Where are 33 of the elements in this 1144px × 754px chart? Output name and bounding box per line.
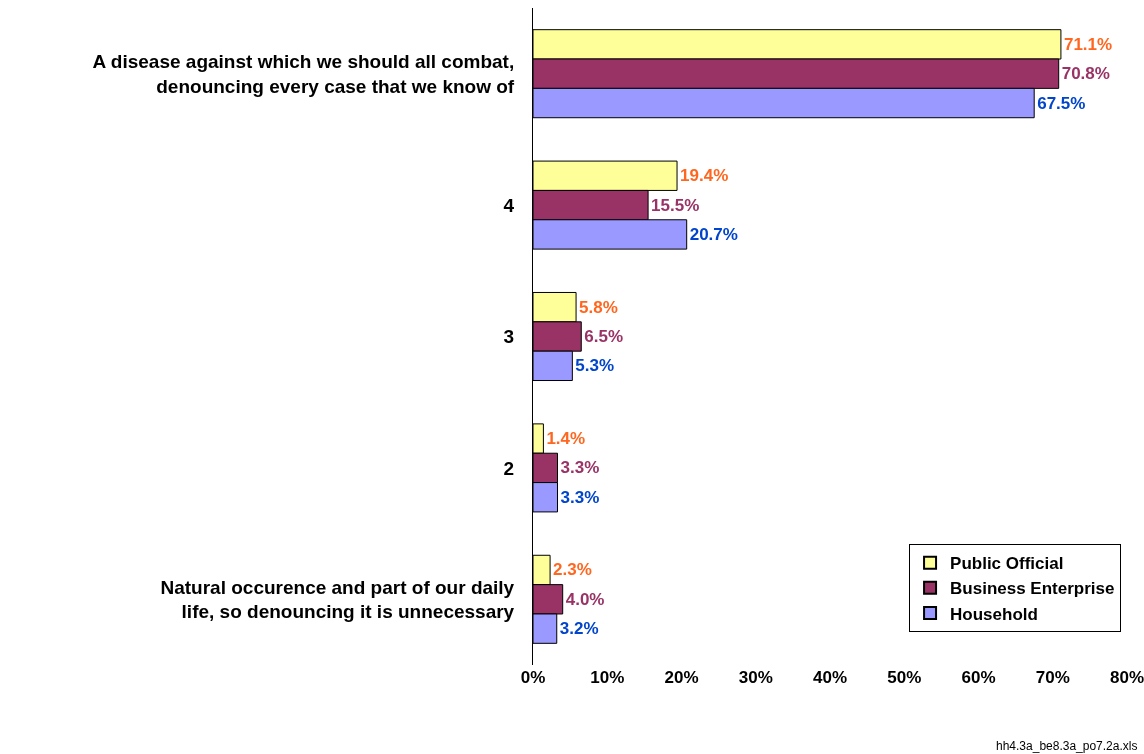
x-tick-label: 20% (664, 668, 699, 687)
data-label: 19.4% (680, 166, 729, 186)
x-tick-label: 30% (738, 668, 773, 687)
data-label: 3.2% (559, 619, 599, 639)
legend-label: Public Official (950, 554, 1064, 574)
data-label: 6.5% (584, 327, 624, 346)
x-tick-label: 50% (887, 668, 922, 687)
data-label: 67.5% (1037, 93, 1086, 113)
data-label: 3.3% (560, 458, 600, 478)
data-label: 15.5% (651, 195, 700, 215)
data-label: 5.3% (575, 356, 615, 376)
legend-label: Business Enterprise (950, 579, 1115, 599)
data-label: 1.4% (546, 429, 586, 449)
x-tick-label: 10% (590, 668, 625, 687)
data-label: 71.1% (1063, 34, 1113, 54)
x-tick-label: 0% (520, 668, 546, 687)
x-tick-label: 60% (961, 668, 996, 687)
y-tick-label: 3 (503, 326, 515, 348)
y-tick-label: 4 (503, 194, 515, 216)
data-label: 4.0% (565, 589, 605, 609)
y-tick-label: 2 (503, 457, 515, 479)
text: hh4.3a_be8.3a_po7.2a.xls (996, 739, 1138, 753)
data-label: 3.3% (560, 487, 600, 507)
legend-label: Household (950, 604, 1038, 624)
data-label: 5.8% (579, 297, 618, 317)
x-tick-label: 80% (1109, 668, 1144, 687)
data-label: 20.7% (689, 224, 738, 244)
x-tick-label: 70% (1035, 668, 1070, 687)
data-label: 70.8% (1061, 64, 1110, 84)
y-tick-label: A disease against which we should all combat, denouncing every case that we know of (92, 51, 515, 97)
x-tick-label: 40% (812, 668, 848, 687)
data-label: 2.3% (553, 560, 592, 580)
y-tick-label: Natural occurence and part of our daily life, so denouncing it is unnecessary (160, 576, 515, 623)
